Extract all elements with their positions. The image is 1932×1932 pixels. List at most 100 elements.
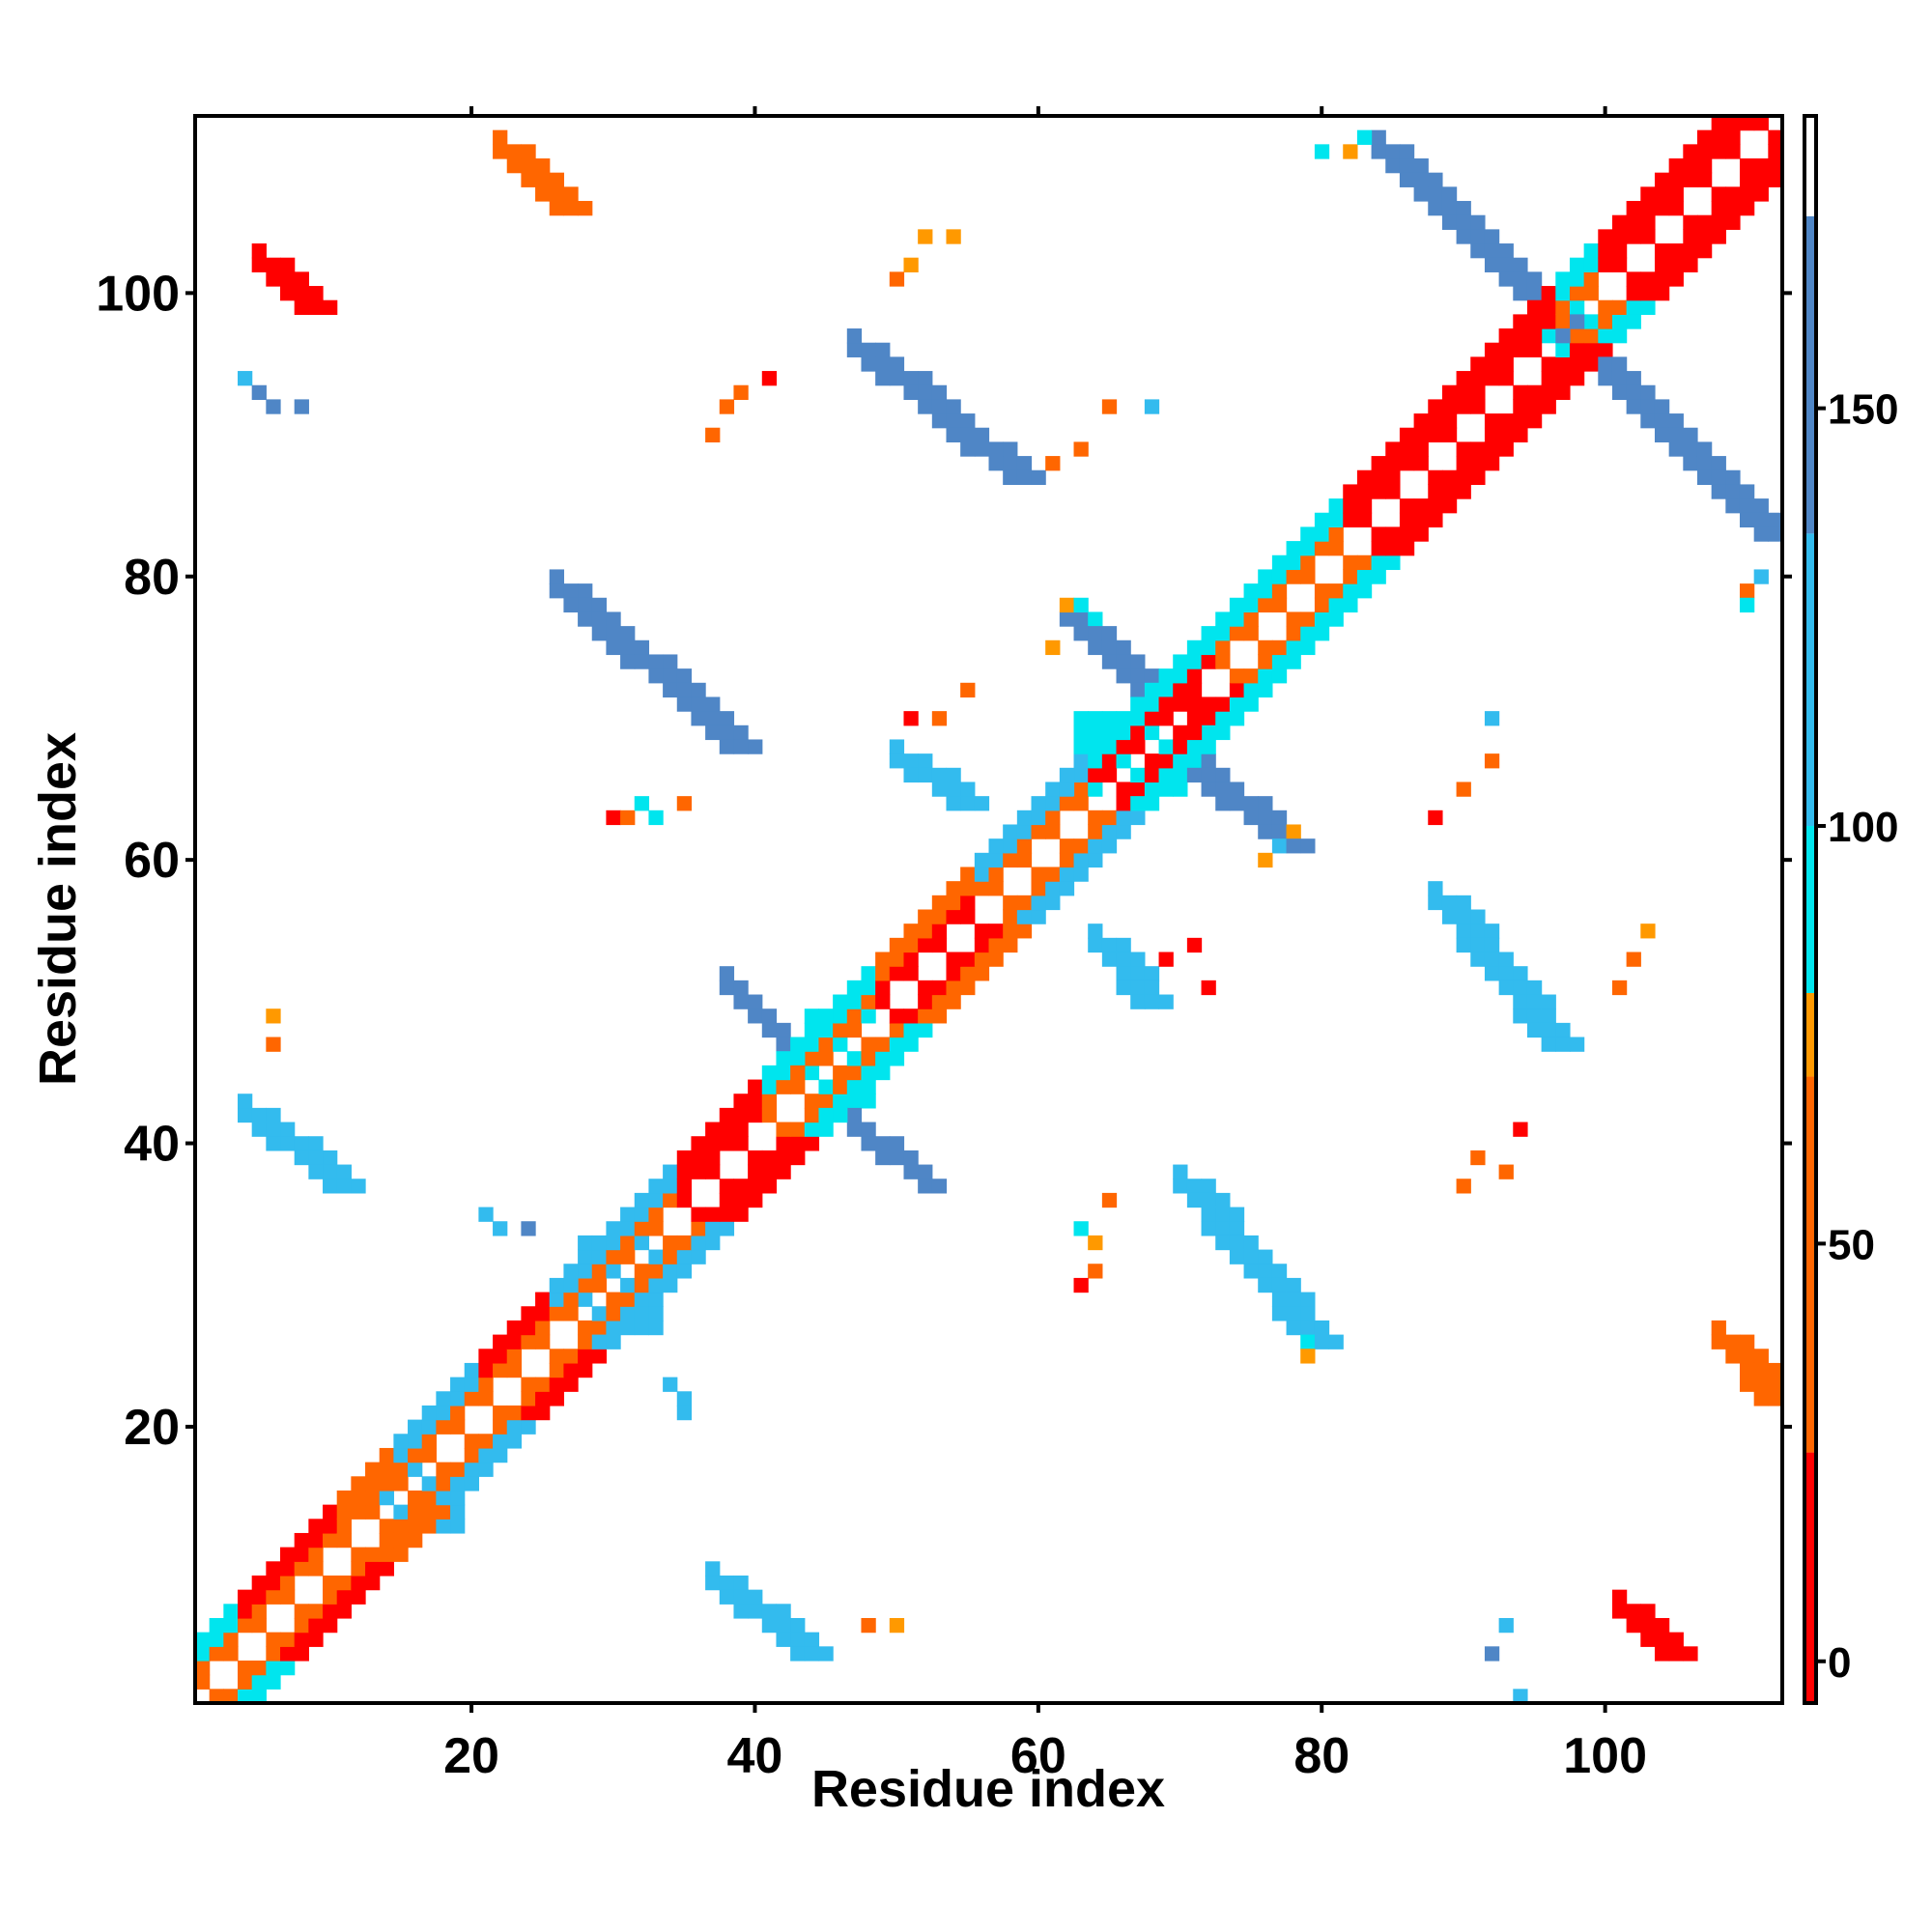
heatmap-cell [620,1207,636,1222]
heatmap-cell [1101,810,1118,826]
heatmap-cell [606,611,621,627]
heatmap-cell [719,399,735,414]
heatmap-cell [960,427,976,442]
heatmap-cell [1526,980,1543,996]
heatmap-cell [1130,994,1146,1009]
heatmap-cell [379,1547,394,1562]
colorbar-band [1804,826,1816,993]
heatmap-cell [1654,286,1670,301]
heatmap-cell [634,654,650,669]
heatmap-cell [1229,682,1245,698]
heatmap-cell [663,1264,678,1279]
heatmap-cells [195,116,1783,1704]
heatmap-cell [493,1221,508,1236]
heatmap-cell [790,1617,806,1634]
heatmap-cell [1385,469,1401,486]
heatmap-cell [1130,724,1146,741]
heatmap-cell [1215,711,1231,726]
heatmap-cell [833,1107,848,1123]
heatmap-cell [408,1462,423,1477]
heatmap-cell [1555,1022,1571,1038]
heatmap-cell [1356,484,1373,499]
heatmap-cell [1243,668,1259,684]
heatmap-cell [1640,214,1656,230]
heatmap-cell [1725,484,1741,499]
heatmap-cell [776,1079,791,1094]
heatmap-cell [1611,1589,1628,1605]
heatmap-cell [733,1192,749,1208]
heatmap-cell [238,371,253,386]
heatmap-cell [1428,399,1443,414]
heatmap-cell [1739,158,1755,174]
heatmap-cell [436,1476,451,1492]
heatmap-cell [1428,201,1443,216]
heatmap-cell [1456,371,1471,386]
heatmap-cell [408,1519,423,1534]
heatmap-cell [1668,1646,1684,1662]
heatmap-cell [1640,229,1656,244]
heatmap-cell [436,1504,451,1520]
heatmap-cell [1654,172,1670,187]
heatmap-cell [960,980,976,996]
heatmap-cell [1286,1320,1301,1336]
heatmap-cell [478,1447,494,1463]
heatmap-cell [1611,229,1628,244]
heatmap-cell [1243,810,1259,826]
heatmap-cell [946,229,961,244]
heatmap-cell [1356,554,1373,571]
heatmap-cell [1201,626,1216,641]
heatmap-cell [846,328,863,344]
heatmap-cell [1314,597,1330,613]
heatmap-cell [379,1519,394,1534]
heatmap-cell [1215,1235,1231,1251]
heatmap-cell [535,1306,551,1321]
heatmap-cell [960,682,976,698]
heatmap-cell [804,1022,820,1038]
heatmap-cell [761,1009,778,1024]
heatmap-cell [1073,1277,1089,1293]
heatmap-cell [1116,654,1131,669]
heatmap-cell [1003,895,1018,911]
heatmap-cell [1031,796,1046,811]
heatmap-cell [1484,711,1500,726]
heatmap-cell [1725,498,1741,514]
heatmap-cell [648,1192,664,1208]
heatmap-cell [1696,129,1713,145]
heatmap-cell [1526,399,1543,414]
heatmap-cell [1484,427,1500,442]
heatmap-cell [1569,342,1585,357]
heatmap-cell [719,966,735,981]
heatmap-cell [1130,952,1146,967]
heatmap-cell [1186,654,1203,669]
heatmap-cell [1258,569,1273,584]
heatmap-cell [1286,569,1301,584]
heatmap-cell [591,1320,608,1336]
heatmap-cell [478,1207,494,1222]
heatmap-cell [1725,144,1741,159]
heatmap-cell [776,1604,791,1619]
heatmap-cell [1683,158,1698,174]
plot-frame [193,114,1784,1705]
heatmap-cell [1343,583,1358,599]
heatmap-cell [974,952,990,967]
heatmap-cell [705,711,721,726]
heatmap-cell [251,257,267,272]
heatmap-cell [889,1136,905,1151]
heatmap-cell [251,1660,267,1676]
heatmap-cell [251,243,267,259]
heatmap-cell [931,923,948,939]
heatmap-cell [1371,469,1386,486]
heatmap-cell [1215,767,1231,783]
heatmap-cell [1526,413,1543,429]
heatmap-cell [648,1249,664,1264]
heatmap-cell [1059,781,1075,797]
heatmap-cell [790,1122,806,1137]
heatmap-cell [1271,569,1288,584]
heatmap-cell [195,1674,211,1690]
heatmap-cell [761,1107,778,1123]
heatmap-cell [719,1179,735,1194]
heatmap-cell [1739,186,1755,202]
heatmap-cell [733,1094,749,1109]
heatmap-cell [563,1264,579,1279]
heatmap-cell [903,1037,919,1052]
